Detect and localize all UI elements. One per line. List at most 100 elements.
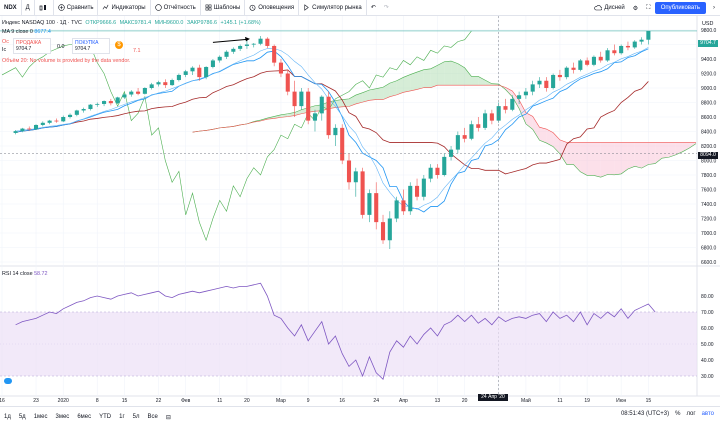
legend-change: +145.1 (+1.68%) bbox=[220, 20, 261, 26]
redo-button[interactable]: ↷ bbox=[380, 0, 393, 16]
range-3[interactable]: 3мес bbox=[55, 414, 70, 420]
candle-body bbox=[585, 60, 590, 65]
range-2[interactable]: 1мес bbox=[33, 414, 48, 420]
cloud-segment bbox=[607, 142, 615, 175]
settings-button[interactable]: ⚙ bbox=[629, 0, 642, 16]
candle-body bbox=[244, 44, 249, 46]
symbol-label: NDX bbox=[4, 4, 17, 11]
candle-body bbox=[462, 135, 467, 139]
interval-button[interactable]: Д bbox=[20, 0, 34, 16]
cloud-segment bbox=[335, 99, 343, 108]
legend-high: МАКС9781.4 bbox=[119, 20, 152, 26]
range-0[interactable]: 1д bbox=[4, 414, 11, 420]
candle-body bbox=[210, 60, 215, 67]
buy-button[interactable]: ПОКУПКА 9704.7 bbox=[72, 38, 110, 54]
log-toggle[interactable]: лог bbox=[686, 411, 696, 417]
templates-button[interactable]: Шаблоны bbox=[199, 0, 245, 16]
candle-body bbox=[306, 91, 311, 121]
reports-button[interactable]: Отчётность bbox=[149, 0, 200, 16]
info-icon[interactable]: $ bbox=[115, 41, 123, 49]
date-range-button[interactable]: ⊟ bbox=[165, 414, 171, 421]
compare-button[interactable]: Сравнить bbox=[52, 0, 98, 16]
range-5[interactable]: YTD bbox=[99, 414, 112, 420]
cloud-segment bbox=[648, 142, 656, 165]
candle-body bbox=[74, 110, 79, 115]
templates-label: Шаблоны bbox=[213, 4, 241, 11]
price-tick-label: 8400.0 bbox=[701, 130, 717, 136]
sell-button[interactable]: ПРОДАЖА 9704.7 bbox=[13, 38, 51, 54]
range-8[interactable]: Все bbox=[147, 414, 158, 420]
price-tick-label: 7600.0 bbox=[701, 188, 717, 194]
top-toolbar: NDX Д Сравнить Индикаторы Отчётность Шаб… bbox=[0, 0, 720, 16]
candle-body bbox=[231, 48, 236, 52]
candle-body bbox=[183, 71, 188, 75]
legend-title: Индекс NASDAQ 100 · 1Д · TVC bbox=[2, 20, 82, 26]
indicators-label: Индикаторы bbox=[111, 4, 146, 11]
candle-body bbox=[394, 200, 399, 219]
cloud-segment bbox=[464, 67, 472, 86]
candle-body bbox=[149, 84, 154, 88]
undo-button[interactable]: ↶ bbox=[365, 0, 380, 16]
candle-body bbox=[346, 160, 352, 183]
publish-button[interactable]: Опубликовать bbox=[654, 2, 706, 14]
candle-body bbox=[108, 101, 113, 104]
cloud-segment bbox=[478, 76, 486, 86]
price-tick-label: 9200.0 bbox=[701, 72, 717, 78]
candle-body bbox=[136, 91, 141, 94]
candle-body bbox=[204, 66, 209, 78]
price-tick-label: 8200.0 bbox=[701, 144, 717, 150]
fullscreen-button[interactable]: ⛶ bbox=[642, 0, 654, 16]
candle-body bbox=[646, 30, 651, 40]
replay-button[interactable]: Симулятор рынка bbox=[298, 0, 366, 16]
clock-time[interactable]: 08:51:43 (UTC+3) bbox=[620, 411, 670, 417]
percent-toggle[interactable]: % bbox=[675, 411, 681, 417]
range-6[interactable]: 1г bbox=[119, 414, 125, 420]
candle-body bbox=[251, 43, 256, 45]
cloud-segment bbox=[444, 61, 452, 86]
auto-toggle[interactable]: авто bbox=[701, 411, 714, 417]
crosshair-price-label: 8094.0 bbox=[698, 152, 718, 159]
time-tick-label: 16 bbox=[339, 398, 345, 404]
cloud-segment bbox=[389, 80, 397, 97]
candle-body bbox=[217, 56, 222, 61]
price-tick-label: 9400.0 bbox=[701, 57, 717, 63]
candle-body bbox=[455, 135, 460, 150]
candle-body bbox=[47, 120, 52, 123]
candle-body bbox=[442, 156, 447, 175]
sell-label: ПРОДАЖА bbox=[16, 40, 42, 46]
alerts-button[interactable]: Оповещения bbox=[244, 0, 298, 16]
candle-body bbox=[27, 128, 32, 130]
rsi-legend[interactable]: RSI 14 close 58.72 bbox=[2, 271, 48, 277]
chart-style-button[interactable] bbox=[33, 0, 53, 16]
range-1[interactable]: 5д bbox=[18, 414, 26, 420]
replay-icon bbox=[304, 4, 309, 11]
rsi-tick-label: 30.00 bbox=[701, 374, 714, 380]
candle-body bbox=[421, 178, 426, 197]
symbol-search[interactable]: NDX bbox=[0, 0, 21, 16]
time-tick-label: 8 bbox=[96, 398, 99, 404]
time-tick-label: 23 bbox=[33, 398, 39, 404]
cloud-segment bbox=[417, 69, 424, 90]
range-selector: 1д 5д 1мес 3мес 6мес YTD 1г 5л Все bbox=[0, 414, 162, 420]
candle-body bbox=[605, 50, 610, 61]
range-4[interactable]: 6мес bbox=[77, 414, 92, 420]
rsi-label: RSI 14 close bbox=[2, 271, 33, 277]
time-tick-label: Мар bbox=[276, 398, 286, 404]
time-tick-label: 24 bbox=[373, 398, 379, 404]
rsi-tick-label: 70.00 bbox=[701, 310, 714, 316]
cloud-segment bbox=[471, 76, 479, 86]
bottom-toolbar: 1д 5д 1мес 3мес 6мес YTD 1г 5л Все ⊟ 08:51:43 (U… bbox=[0, 406, 720, 427]
layout-button[interactable]: Дисней bbox=[590, 0, 628, 16]
candle-body bbox=[367, 193, 372, 215]
ma-legend[interactable]: MA 9 close 0 8677.4 bbox=[2, 29, 51, 35]
cloud-segment bbox=[485, 80, 492, 86]
right-panel-toggle[interactable]: › bbox=[709, 0, 719, 16]
candle-body bbox=[95, 103, 100, 105]
chart-area[interactable]: 6600.0 6800.0 7000.0 7200.0 7400.0 7600.0 7800… bbox=[0, 16, 720, 406]
arrow-annotation[interactable] bbox=[212, 38, 247, 43]
indicators-button[interactable]: Индикаторы bbox=[97, 0, 149, 16]
buy-label: ПОКУПКА bbox=[75, 40, 99, 46]
range-7[interactable]: 5л bbox=[132, 414, 140, 420]
layout-label: Дисней bbox=[604, 5, 625, 11]
interval-label: Д bbox=[25, 4, 30, 11]
